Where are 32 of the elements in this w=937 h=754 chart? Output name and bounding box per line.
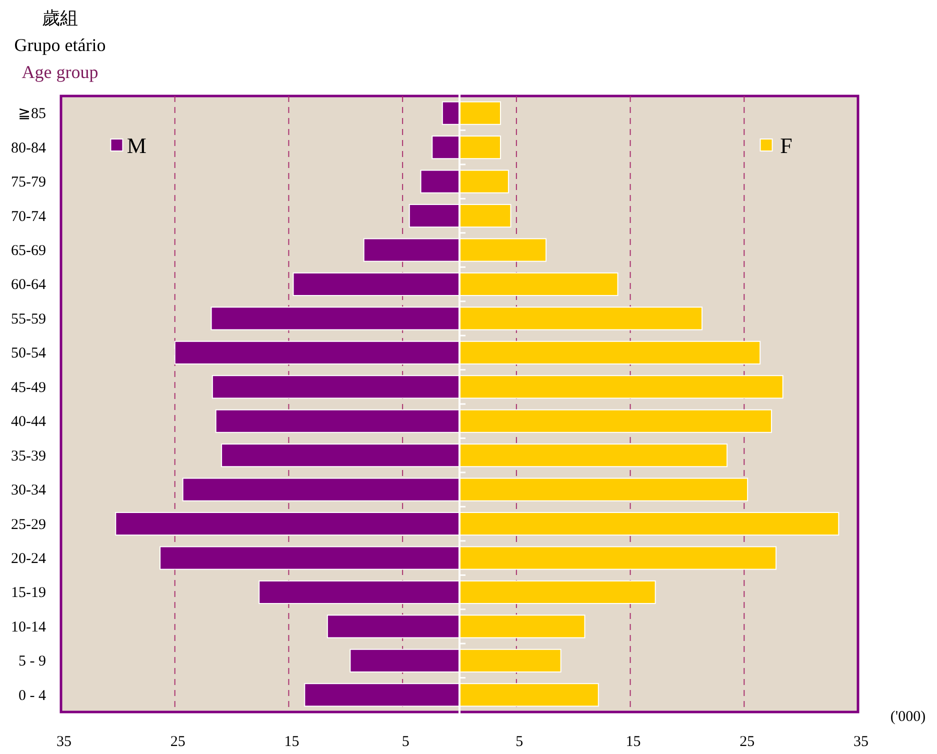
- y-tick-label: 25-29: [11, 516, 46, 533]
- y-tick-label: 0 - 4: [18, 688, 46, 704]
- x-tick-label: 15: [284, 734, 300, 750]
- y-tick-label: 80-84: [11, 140, 46, 156]
- legend-label: M: [126, 133, 146, 158]
- y-tick-label: ≧85: [18, 106, 46, 122]
- y-tick-label: 40-44: [11, 414, 46, 430]
- x-tick-label: 15: [626, 734, 641, 750]
- y-tick-label: 20-24: [11, 551, 46, 567]
- y-tick-label: 70-74: [11, 208, 46, 225]
- x-tick-label: 35: [854, 734, 868, 750]
- y-tick-label: 75-79: [11, 174, 46, 191]
- x-tick-label: 25: [740, 734, 755, 750]
- text: Grupo etário: [14, 35, 106, 55]
- x-tick-label: 5: [516, 734, 524, 750]
- y-tick-label: 45-49: [11, 380, 46, 396]
- text: 歲組: [42, 8, 78, 28]
- y-tick-label: 55-59: [11, 311, 46, 328]
- y-tick-label: 10-14: [11, 619, 46, 636]
- legend-label: F: [780, 133, 792, 158]
- y-tick-label: 5 - 9: [18, 654, 46, 670]
- x-tick-label: 25: [170, 734, 186, 750]
- text: Age group: [22, 62, 98, 82]
- y-tick-label: 50-54: [11, 346, 46, 362]
- y-tick-label: 35-39: [11, 448, 46, 464]
- x-tick-label: 35: [56, 734, 72, 750]
- y-tick-label: 15-19: [11, 585, 46, 602]
- x-axis-title: ('000): [890, 709, 926, 725]
- y-tick-label: 60-64: [11, 277, 46, 294]
- x-tick-label: 5: [402, 734, 410, 750]
- y-tick-label: 30-34: [11, 482, 46, 499]
- y-tick-label: 65-69: [11, 243, 46, 259]
